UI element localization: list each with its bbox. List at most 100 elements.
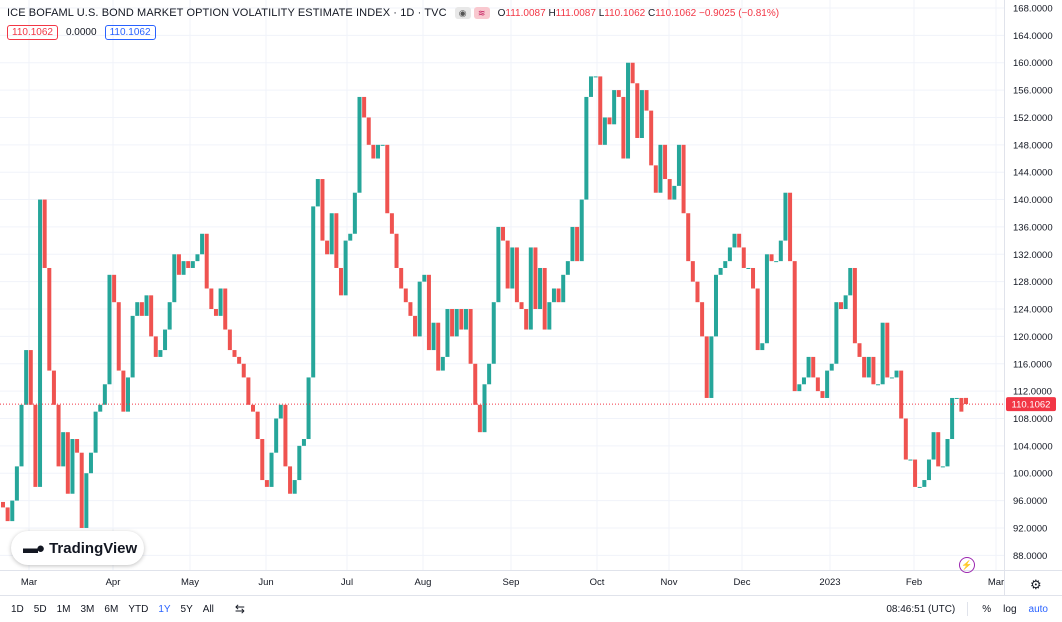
candle — [79, 452, 84, 528]
candle — [362, 96, 367, 118]
gear-icon[interactable]: ⚙ — [1030, 577, 1042, 592]
candle — [505, 240, 510, 289]
range-button-all[interactable]: All — [202, 603, 214, 615]
x-tick-label: Mar — [988, 577, 1004, 588]
candle — [200, 233, 205, 255]
candle — [797, 384, 802, 392]
candle — [723, 261, 728, 268]
candle — [445, 309, 450, 357]
candle — [348, 233, 353, 241]
candle — [93, 411, 98, 453]
y-tick-label: 88.0000 — [1013, 551, 1047, 562]
x-axis[interactable]: Mar Apr May Jun Jul Aug Sep Oct Nov Dec 2023 Feb Mar — [0, 570, 1062, 589]
last-price-marker: 110.1062 — [0, 397, 1056, 412]
candle — [945, 439, 950, 467]
candle — [186, 261, 191, 268]
candle — [149, 295, 154, 337]
range-button-3m[interactable]: 3M — [80, 603, 95, 615]
percent-toggle[interactable]: % — [982, 603, 992, 615]
candle — [834, 302, 839, 364]
candle — [936, 432, 941, 467]
candle — [5, 507, 10, 522]
grid-lines — [0, 0, 1004, 570]
candle — [737, 233, 742, 248]
candle — [940, 466, 945, 468]
x-tick-label: Oct — [590, 577, 605, 588]
candle — [621, 96, 626, 159]
range-button-6m[interactable]: 6M — [104, 603, 119, 615]
candle — [130, 315, 135, 378]
calendar-range-icon[interactable]: ⇆ — [234, 602, 245, 616]
last-price-label: 110.1062 — [1012, 400, 1051, 411]
x-tick-label: Jul — [341, 577, 353, 588]
candle — [33, 404, 38, 487]
last-price-label-bg — [1006, 397, 1056, 412]
candle — [607, 117, 612, 125]
y-tick-label: 164.0000 — [1013, 31, 1053, 42]
candle — [815, 377, 820, 392]
candle — [588, 76, 593, 97]
candle — [329, 213, 334, 255]
candle — [75, 439, 80, 453]
candle — [181, 261, 186, 275]
y-tick-label: 120.0000 — [1013, 332, 1053, 343]
auto-toggle[interactable]: auto — [1028, 603, 1048, 615]
candle — [426, 274, 431, 351]
candle — [579, 199, 584, 262]
price-chart[interactable]: 168.0000 164.0000 160.0000 156.0000 152.0000… — [0, 0, 1062, 595]
candle — [917, 486, 922, 488]
candle — [880, 322, 885, 385]
candle — [468, 309, 473, 364]
x-tick-label: Sep — [503, 577, 520, 588]
candle — [862, 356, 867, 378]
candle — [61, 432, 66, 467]
candle — [676, 144, 681, 186]
candle — [501, 226, 506, 241]
candle — [551, 288, 556, 303]
chart-legend: ICE BOFAML U.S. BOND MARKET OPTION VOLAT… — [7, 5, 779, 21]
candle — [19, 404, 24, 467]
candle — [616, 90, 621, 97]
candle — [533, 247, 538, 310]
candle — [417, 281, 422, 337]
candle — [440, 356, 445, 371]
candle — [510, 247, 515, 289]
alert-icon[interactable]: ≋ — [473, 7, 490, 19]
lightning-icon[interactable]: ⚡ — [959, 557, 975, 573]
range-button-ytd[interactable]: YTD — [128, 603, 149, 615]
log-toggle[interactable]: log — [1003, 603, 1017, 615]
range-button-5y[interactable]: 5Y — [180, 603, 193, 615]
candle — [241, 363, 246, 378]
y-tick-label: 128.0000 — [1013, 277, 1053, 288]
clock-time[interactable]: 08:46:51 (UTC) — [886, 603, 956, 615]
candle — [51, 370, 56, 405]
candle — [218, 288, 223, 316]
eye-icon[interactable]: ◉ — [454, 7, 471, 19]
candle — [778, 240, 783, 262]
range-button-1d[interactable]: 1D — [11, 603, 24, 615]
range-button-1m[interactable]: 1M — [56, 603, 71, 615]
range-selector: 1D 5D 1M 3M 6M YTD 1Y 5Y All — [6, 604, 219, 615]
candle — [866, 356, 871, 378]
candle — [463, 309, 468, 330]
candle — [24, 350, 29, 405]
indicator-badge: 110.1062 — [104, 25, 156, 40]
candle — [760, 343, 765, 351]
candle — [292, 480, 297, 494]
tradingview-logo[interactable]: ▬● TradingView — [11, 531, 144, 565]
candle — [139, 302, 144, 316]
range-button-5d[interactable]: 5D — [33, 603, 47, 615]
candle — [376, 144, 381, 159]
candle — [848, 267, 853, 296]
candle — [357, 96, 362, 193]
y-axis[interactable]: 168.0000 164.0000 160.0000 156.0000 152.0000… — [1004, 0, 1053, 595]
candle — [297, 445, 302, 481]
candle — [107, 274, 112, 385]
candle — [1, 501, 5, 508]
range-button-1y[interactable]: 1Y — [158, 603, 171, 615]
x-tick-label: Apr — [106, 577, 121, 588]
value-badges: 110.1062 0.0000 110.1062 — [7, 25, 156, 40]
candle — [116, 302, 121, 371]
candle — [871, 356, 876, 385]
symbol-title[interactable]: ICE BOFAML U.S. BOND MARKET OPTION VOLAT… — [7, 7, 447, 19]
